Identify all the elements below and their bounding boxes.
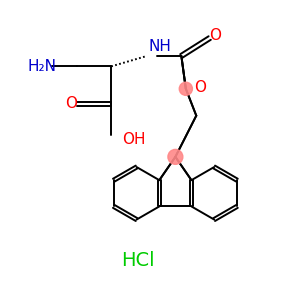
Text: OH: OH <box>122 132 145 147</box>
Circle shape <box>168 149 183 164</box>
Circle shape <box>179 82 192 95</box>
Text: H₂N: H₂N <box>28 59 57 74</box>
Text: HCl: HCl <box>121 251 155 270</box>
Text: O: O <box>65 96 77 111</box>
Text: O: O <box>209 28 221 43</box>
Text: O: O <box>194 80 206 95</box>
Text: NH: NH <box>148 39 171 54</box>
